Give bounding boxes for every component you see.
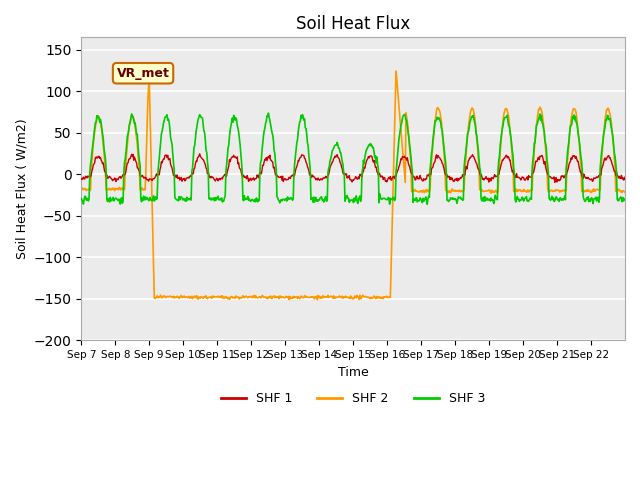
- Y-axis label: Soil Heat Flux ( W/m2): Soil Heat Flux ( W/m2): [15, 119, 28, 259]
- Legend: SHF 1, SHF 2, SHF 3: SHF 1, SHF 2, SHF 3: [216, 387, 490, 410]
- Text: VR_met: VR_met: [116, 67, 170, 80]
- Title: Soil Heat Flux: Soil Heat Flux: [296, 15, 410, 33]
- X-axis label: Time: Time: [338, 366, 369, 379]
